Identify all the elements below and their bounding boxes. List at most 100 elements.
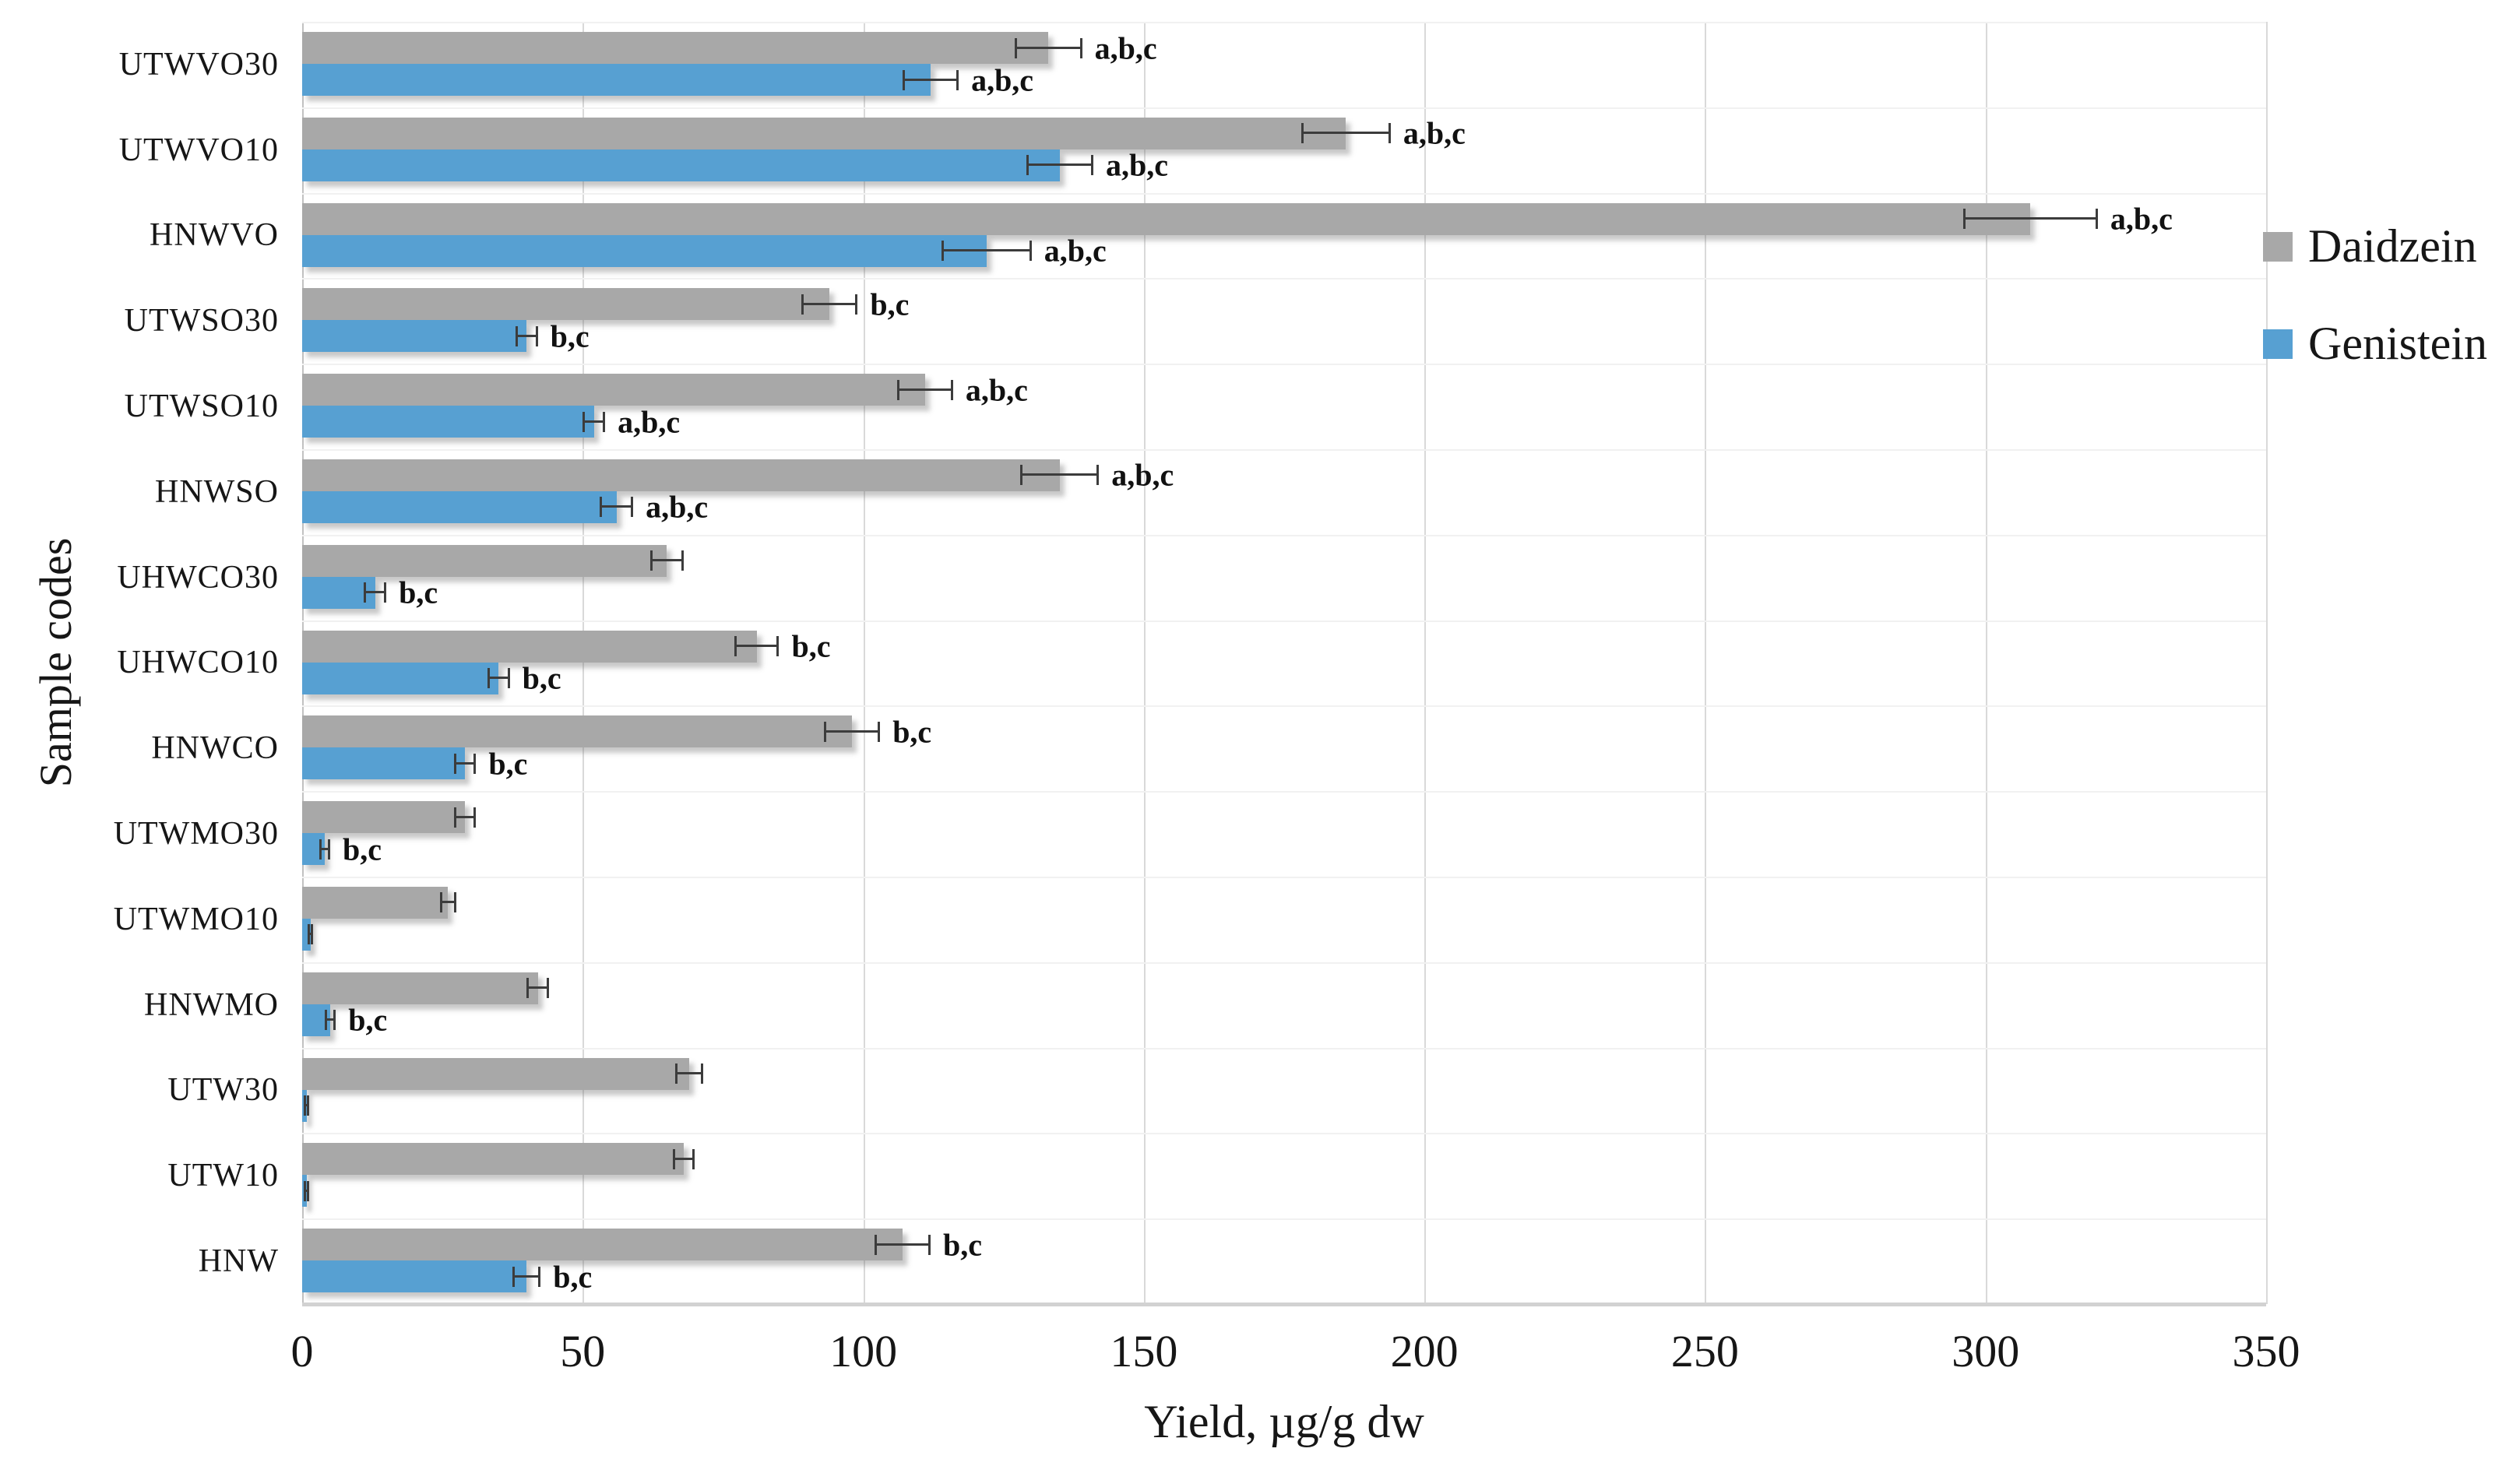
error-bar <box>649 545 684 577</box>
bar-rows: UTWVO30 a,b,c a,b,c UTWVO10 a,b,c a,b,c HNWVO a… <box>114 22 2266 1304</box>
daidzein-bar-track <box>302 1057 2266 1090</box>
error-bar-line <box>903 78 959 81</box>
genistein-bar-track <box>302 1175 2266 1208</box>
error-bar-line <box>649 559 684 562</box>
x-axis-ticks: 0 50 100 150 200 250 300 350 <box>291 1325 2300 1381</box>
error-bar-cap <box>473 753 477 774</box>
row-separator <box>302 278 2266 280</box>
error-bar <box>1962 203 2098 235</box>
daidzein-bar-track: b,c <box>302 1227 2266 1263</box>
error-bar <box>582 406 606 438</box>
error-bar-cap <box>453 753 456 774</box>
error-bar-line <box>324 1018 336 1021</box>
daidzein-bar <box>302 374 925 406</box>
error-bar-cap <box>311 924 314 945</box>
significance-annotation: b,c <box>553 1259 593 1295</box>
genistein-bar <box>302 149 1060 181</box>
error-bar <box>1026 149 1093 181</box>
error-bar-line <box>526 986 550 990</box>
x-axis-line <box>302 1303 2266 1306</box>
daidzein-bar <box>302 801 465 834</box>
error-bar-line <box>582 420 606 423</box>
category-label: HNWMO <box>144 986 279 1023</box>
genistein-bar-track: b,c <box>302 318 2266 353</box>
error-bar-cap <box>631 497 634 518</box>
error-bar-cap <box>2095 209 2098 230</box>
error-bar-cap <box>1300 123 1304 144</box>
daidzein-bar <box>302 459 1060 491</box>
genistein-bar-track: b,c <box>302 575 2266 610</box>
error-bar <box>1300 118 1391 149</box>
x-tick-label-300: 300 <box>1952 1326 2020 1376</box>
significance-annotation: b,c <box>343 831 382 867</box>
error-bar-line <box>1962 217 2098 220</box>
genistein-bar-track <box>302 1089 2266 1122</box>
daidzein-bar <box>302 715 853 748</box>
category-label: UTWVO10 <box>118 132 279 168</box>
significance-annotation: b,c <box>522 660 561 696</box>
significance-annotation: b,c <box>892 714 932 750</box>
daidzein-bar <box>302 1057 690 1090</box>
error-bar-line <box>874 1243 931 1246</box>
error-bar <box>515 320 538 352</box>
error-bar <box>824 715 881 747</box>
row-separator <box>302 22 2266 23</box>
daidzein-bar-track: b,c <box>302 287 2266 322</box>
error-bar-cap <box>1020 465 1023 486</box>
error-bar-line <box>319 847 331 850</box>
category-label: HNWCO <box>151 730 279 767</box>
error-bar <box>324 1004 336 1036</box>
significance-annotation: a,b,c <box>2110 201 2173 237</box>
error-bar-cap <box>1388 123 1391 144</box>
error-bar-line <box>512 1274 541 1278</box>
category-row-utwmo30: UTWMO30 b,c <box>114 791 2266 877</box>
error-bar <box>304 1175 310 1207</box>
significance-annotation: b,c <box>943 1227 983 1263</box>
category-row-hnwso: HNWSO a,b,c a,b,c <box>155 449 2266 535</box>
daidzein-bar-track <box>302 544 2266 577</box>
genistein-bar-track: a,b,c <box>302 404 2266 440</box>
category-row-utwmo10: UTWMO10 <box>114 877 2266 962</box>
daidzein-bar <box>302 1143 684 1176</box>
category-label: UTW30 <box>167 1072 279 1109</box>
category-row-utwso10: UTWSO10 a,b,c a,b,c <box>125 364 2266 449</box>
genistein-bar-track: a,b,c <box>302 148 2266 183</box>
x-tick-label-50: 50 <box>560 1326 606 1376</box>
error-bar-cap <box>535 325 538 346</box>
error-bar-cap <box>672 1148 675 1169</box>
significance-annotation: a,b,c <box>965 372 1028 408</box>
error-bar-line <box>1026 163 1093 167</box>
error-bar-cap <box>692 1148 695 1169</box>
category-row-uhwco30: UHWCO30 b,c <box>117 535 2266 621</box>
error-bar-line <box>824 729 881 733</box>
genistein-bar <box>302 490 617 523</box>
error-bar-line <box>453 815 477 818</box>
legend-item-genistein: Genistein <box>2263 317 2487 371</box>
error-bar <box>672 1143 695 1175</box>
gridline-200 <box>1424 22 1427 1304</box>
row-separator <box>302 364 2266 366</box>
error-bar <box>453 801 477 833</box>
error-bar <box>896 374 953 406</box>
daidzein-bar-track: a,b,c <box>302 30 2266 65</box>
row-separator <box>302 791 2266 793</box>
error-bar-line <box>599 505 634 508</box>
error-bar-cap <box>333 1010 336 1031</box>
error-bar-cap <box>454 892 457 913</box>
x-tick-label-150: 150 <box>1110 1326 1178 1376</box>
error-bar-cap <box>308 924 311 945</box>
error-bar-line <box>941 249 1032 252</box>
gridline-300 <box>1985 22 1987 1304</box>
significance-annotation: a,b,c <box>618 404 681 440</box>
error-bar-cap <box>526 978 530 999</box>
daidzein-bar-track: b,c <box>302 714 2266 750</box>
error-bar-cap <box>1090 155 1093 176</box>
legend: Daidzein Genistein <box>2263 220 2487 371</box>
daidzein-bar-track: a,b,c <box>302 116 2266 151</box>
error-bar <box>364 577 387 609</box>
row-separator <box>302 1133 2266 1135</box>
genistein-swatch-icon <box>2263 329 2293 359</box>
error-bar-cap <box>928 1234 931 1255</box>
category-row-utwvo30: UTWVO30 a,b,c a,b,c <box>119 22 2266 107</box>
